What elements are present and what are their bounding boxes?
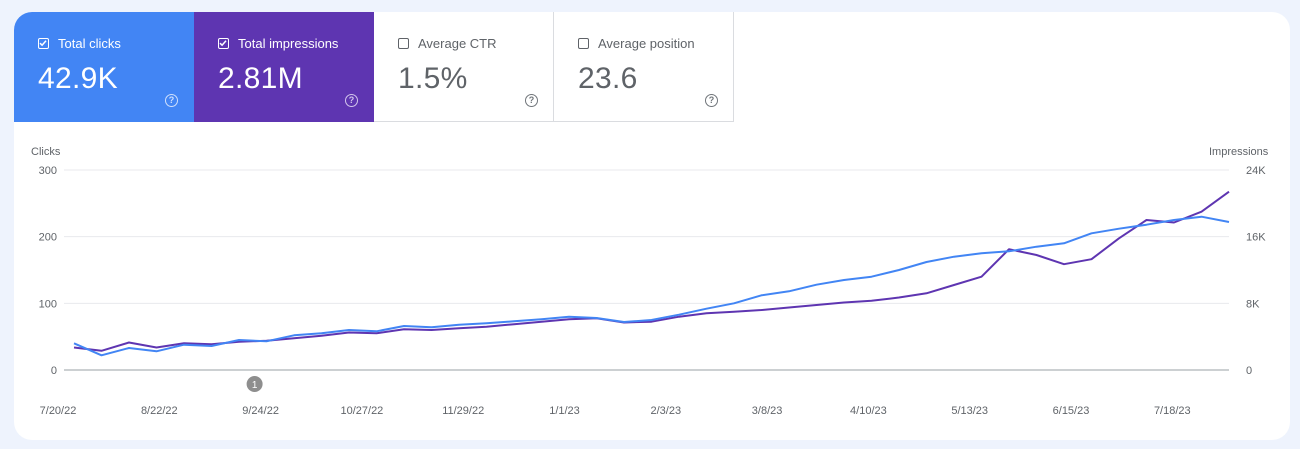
checkbox-unchecked-icon[interactable] bbox=[398, 38, 409, 49]
help-icon[interactable]: ? bbox=[165, 94, 178, 107]
average-position-label: Average position bbox=[598, 36, 695, 51]
x-axis-tick-label: 3/8/23 bbox=[752, 405, 783, 417]
left-axis-tick-label: 300 bbox=[39, 165, 57, 177]
total-clicks-value: 42.9K bbox=[38, 62, 118, 95]
total-clicks-tile[interactable]: Total clicks 42.9K ? bbox=[14, 12, 194, 122]
x-axis-tick-label: 8/22/22 bbox=[141, 405, 178, 417]
left-axis-tick-label: 200 bbox=[39, 232, 57, 244]
x-axis-tick-label: 1/1/23 bbox=[549, 405, 580, 417]
average-ctr-label: Average CTR bbox=[418, 36, 497, 51]
checkbox-checked-icon[interactable] bbox=[38, 38, 49, 49]
performance-chart[interactable]: 0 0 100 8K 200 16K 300 24K 7/20/22 8/22/22 9/24/22… bbox=[14, 12, 1290, 440]
left-axis-title: Clicks bbox=[31, 146, 61, 158]
checkbox-unchecked-icon[interactable] bbox=[578, 38, 589, 49]
right-axis-tick-label: 24K bbox=[1246, 165, 1266, 177]
average-ctr-tile[interactable]: Average CTR 1.5% ? bbox=[374, 12, 554, 122]
annotation-marker[interactable] bbox=[246, 376, 263, 392]
help-icon[interactable]: ? bbox=[705, 94, 718, 107]
checkbox-checked-icon[interactable] bbox=[218, 38, 229, 49]
x-axis-tick-label: 2/3/23 bbox=[651, 405, 682, 417]
performance-card: Total clicks 42.9K ? Total impressions 2… bbox=[14, 12, 1290, 440]
x-axis-tick-label: 5/13/23 bbox=[951, 405, 988, 417]
annotation-label: 1 bbox=[252, 380, 258, 391]
left-axis-tick-label: 0 bbox=[51, 365, 57, 377]
x-axis-tick-label: 10/27/22 bbox=[340, 405, 383, 417]
average-ctr-value: 1.5% bbox=[398, 62, 468, 95]
total-clicks-label: Total clicks bbox=[58, 36, 121, 51]
x-axis-tick-label: 4/10/23 bbox=[850, 405, 887, 417]
metric-tiles: Total clicks 42.9K ? Total impressions 2… bbox=[14, 12, 734, 122]
total-impressions-label: Total impressions bbox=[238, 36, 339, 51]
left-axis-tick-label: 100 bbox=[39, 298, 57, 310]
impressions-series-line bbox=[73, 190, 1230, 352]
x-axis-tick-label: 9/24/22 bbox=[242, 405, 279, 417]
right-axis-tick-label: 16K bbox=[1246, 232, 1266, 244]
right-axis-tick-label: 8K bbox=[1246, 298, 1260, 310]
right-axis-tick-label: 0 bbox=[1246, 365, 1252, 377]
help-icon[interactable]: ? bbox=[525, 94, 538, 107]
x-axis-tick-label: 7/18/23 bbox=[1154, 405, 1191, 417]
clicks-series-line bbox=[73, 215, 1230, 357]
average-position-value: 23.6 bbox=[578, 62, 638, 95]
help-icon[interactable]: ? bbox=[345, 94, 358, 107]
total-impressions-value: 2.81M bbox=[218, 62, 303, 95]
total-impressions-tile[interactable]: Total impressions 2.81M ? bbox=[194, 12, 374, 122]
x-axis-tick-label: 11/29/22 bbox=[442, 405, 484, 417]
x-axis-tick-label: 6/15/23 bbox=[1053, 405, 1090, 417]
right-axis-title: Impressions bbox=[1209, 146, 1269, 158]
average-position-tile[interactable]: Average position 23.6 ? bbox=[554, 12, 734, 122]
x-axis-tick-label: 7/20/22 bbox=[40, 405, 77, 417]
